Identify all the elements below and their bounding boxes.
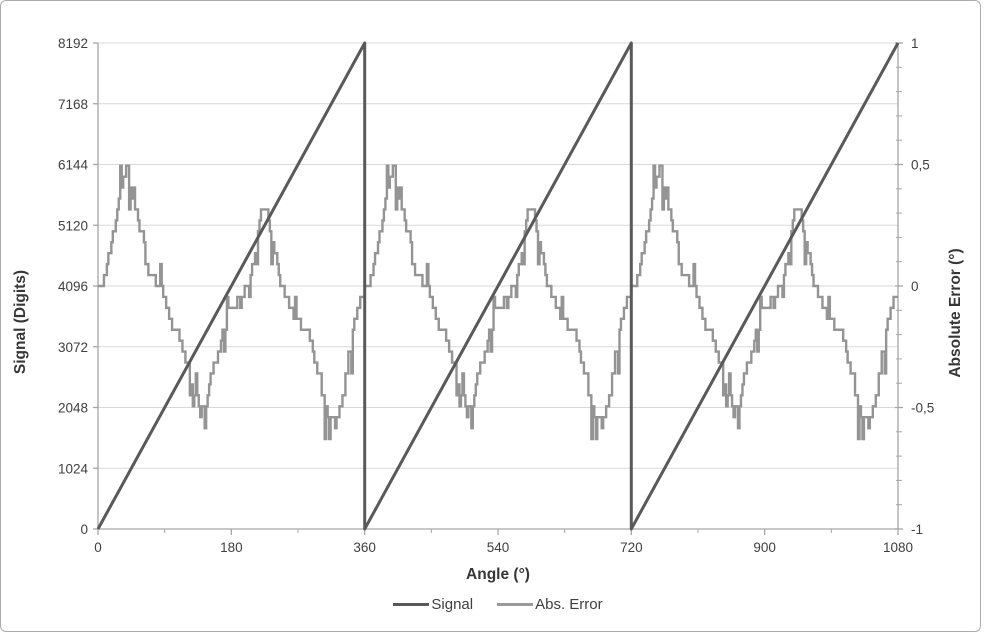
right-axis-tick-label: -0,5 [911, 401, 934, 416]
x-axis-tick-label: 540 [487, 540, 510, 555]
legend-label-abs-error: Abs. Error [535, 596, 603, 613]
abs-error-series-line [98, 164, 898, 441]
gridlines [98, 42, 898, 469]
x-axis-tick-label: 180 [220, 540, 243, 555]
right-axis-tick-label: 0,5 [911, 158, 930, 173]
x-axis-title: Angle (°) [466, 566, 530, 583]
right-axis-title: Absolute Error (°) [947, 248, 964, 378]
left-axis-tick-label: 1024 [58, 461, 89, 476]
legend: Signal Abs. Error [98, 596, 898, 613]
x-axis-tick-label: 360 [353, 540, 376, 555]
signal-line-swatch [393, 602, 430, 607]
x-axis-tick-label: 1080 [883, 540, 913, 555]
legend-item-signal: Signal [393, 596, 473, 613]
left-axis-tick-label: 0 [80, 522, 88, 537]
signal-series-line [96, 41, 900, 531]
left-axis-title: Signal (Digits) [12, 269, 29, 375]
left-axis-tick-label: 5120 [58, 218, 88, 233]
series-lines [96, 41, 900, 531]
left-axis-tick-label: 6144 [58, 158, 89, 173]
x-axis-tick-label: 0 [94, 540, 102, 555]
left-axis-tick-label: 7168 [58, 97, 88, 112]
abs-error-line-swatch [497, 602, 534, 607]
tick-labels: 0 180 360 540 720 900 1080 0 1024 2048 3072 4096 512… [58, 36, 934, 555]
right-axis-tick-label: 1 [911, 36, 919, 51]
left-axis-tick-label: 4096 [58, 279, 88, 294]
tick-marks [93, 42, 903, 535]
right-axis-tick-label: 0 [911, 279, 919, 294]
right-axis-tick-label: -1 [911, 522, 923, 537]
legend-item-abs-error: Abs. Error [497, 596, 603, 613]
left-axis-tick-label: 3072 [58, 340, 88, 355]
x-axis-tick-label: 720 [620, 540, 643, 555]
x-axis-tick-label: 900 [753, 540, 776, 555]
left-axis-tick-label: 2048 [58, 401, 88, 416]
legend-label-signal: Signal [431, 596, 474, 613]
left-axis-tick-label: 8192 [58, 36, 88, 51]
